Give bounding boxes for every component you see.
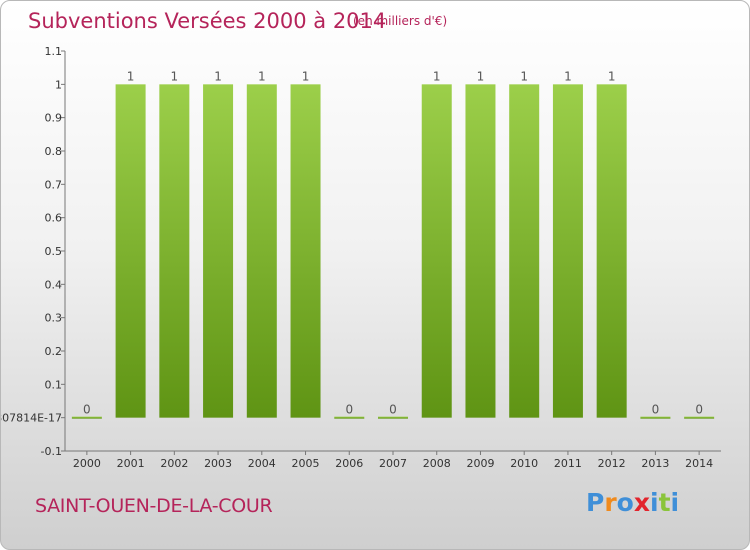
data-label-2005: 1 <box>302 69 310 83</box>
y-tick-label: 0.8 <box>45 145 63 158</box>
y-tick-label: 0.2 <box>45 345 63 358</box>
y-tick-label: 0.3 <box>45 312 63 325</box>
y-tick-label: -0.1 <box>41 445 62 458</box>
y-tick-label: 0.9 <box>45 112 63 125</box>
data-label-2008: 1 <box>433 69 441 83</box>
data-label-2000: 0 <box>83 403 91 417</box>
x-tick-label-2008: 2008 <box>423 457 451 470</box>
x-tick-label-2003: 2003 <box>204 457 232 470</box>
y-tick-label: 0.1 <box>45 378 63 391</box>
bar-2002 <box>159 84 190 418</box>
bar-2008 <box>421 84 452 418</box>
bar-2005 <box>290 84 321 418</box>
x-tick-label-2013: 2013 <box>641 457 669 470</box>
bar-2007 <box>378 416 408 419</box>
bar-2011 <box>552 84 583 418</box>
x-tick-label-2004: 2004 <box>248 457 276 470</box>
y-tick-label: 0.6 <box>45 212 63 225</box>
data-label-2011: 1 <box>564 69 572 83</box>
bar-2010 <box>509 84 540 418</box>
y-tick-label: 0.7 <box>45 178 63 191</box>
data-label-2006: 0 <box>345 403 353 417</box>
bar-2014 <box>684 416 715 419</box>
bar-2006 <box>334 416 365 419</box>
data-label-2013: 0 <box>652 403 660 417</box>
x-tick-label-2006: 2006 <box>335 457 363 470</box>
x-tick-label-2010: 2010 <box>510 457 538 470</box>
bar-2013 <box>640 416 671 419</box>
x-tick-label-2000: 2000 <box>73 457 101 470</box>
y-tick-label: 1 <box>55 78 62 91</box>
y-tick-label: 0.5 <box>45 245 63 258</box>
y-tick-label: 0.4 <box>45 278 63 291</box>
bar-2009 <box>465 84 496 418</box>
data-label-2009: 1 <box>477 69 485 83</box>
chart-title: Subventions Versées 2000 à 2014 <box>28 9 387 33</box>
data-label-2001: 1 <box>127 69 135 83</box>
bar-2004 <box>246 84 277 418</box>
x-tick-label-2011: 2011 <box>554 457 582 470</box>
data-label-2007: 0 <box>389 403 397 417</box>
y-tick-label: 1.1 <box>45 45 63 58</box>
x-tick-label-2014: 2014 <box>685 457 713 470</box>
unit-note: (en milliers d'€) <box>353 14 448 28</box>
y-tick-label: 1.3877787807814E-17 <box>1 412 62 425</box>
x-tick-label-2007: 2007 <box>379 457 407 470</box>
data-label-2012: 1 <box>608 69 616 83</box>
data-label-2002: 1 <box>171 69 179 83</box>
bar-2003 <box>203 84 234 418</box>
data-label-2003: 1 <box>214 69 222 83</box>
x-tick-label-2001: 2001 <box>117 457 145 470</box>
commune-name: SAINT-OUEN-DE-LA-COUR <box>35 495 273 517</box>
proxiti-logo: Proxiti <box>586 488 680 517</box>
x-tick-label-2012: 2012 <box>598 457 626 470</box>
bar-2001 <box>115 84 146 418</box>
data-label-2004: 1 <box>258 69 266 83</box>
data-label-2014: 0 <box>695 403 703 417</box>
x-tick-label-2002: 2002 <box>160 457 188 470</box>
data-label-2010: 1 <box>520 69 528 83</box>
bar-2000 <box>71 416 102 419</box>
x-tick-label-2009: 2009 <box>466 457 494 470</box>
bar-2012 <box>596 84 627 418</box>
x-tick-label-2005: 2005 <box>292 457 320 470</box>
